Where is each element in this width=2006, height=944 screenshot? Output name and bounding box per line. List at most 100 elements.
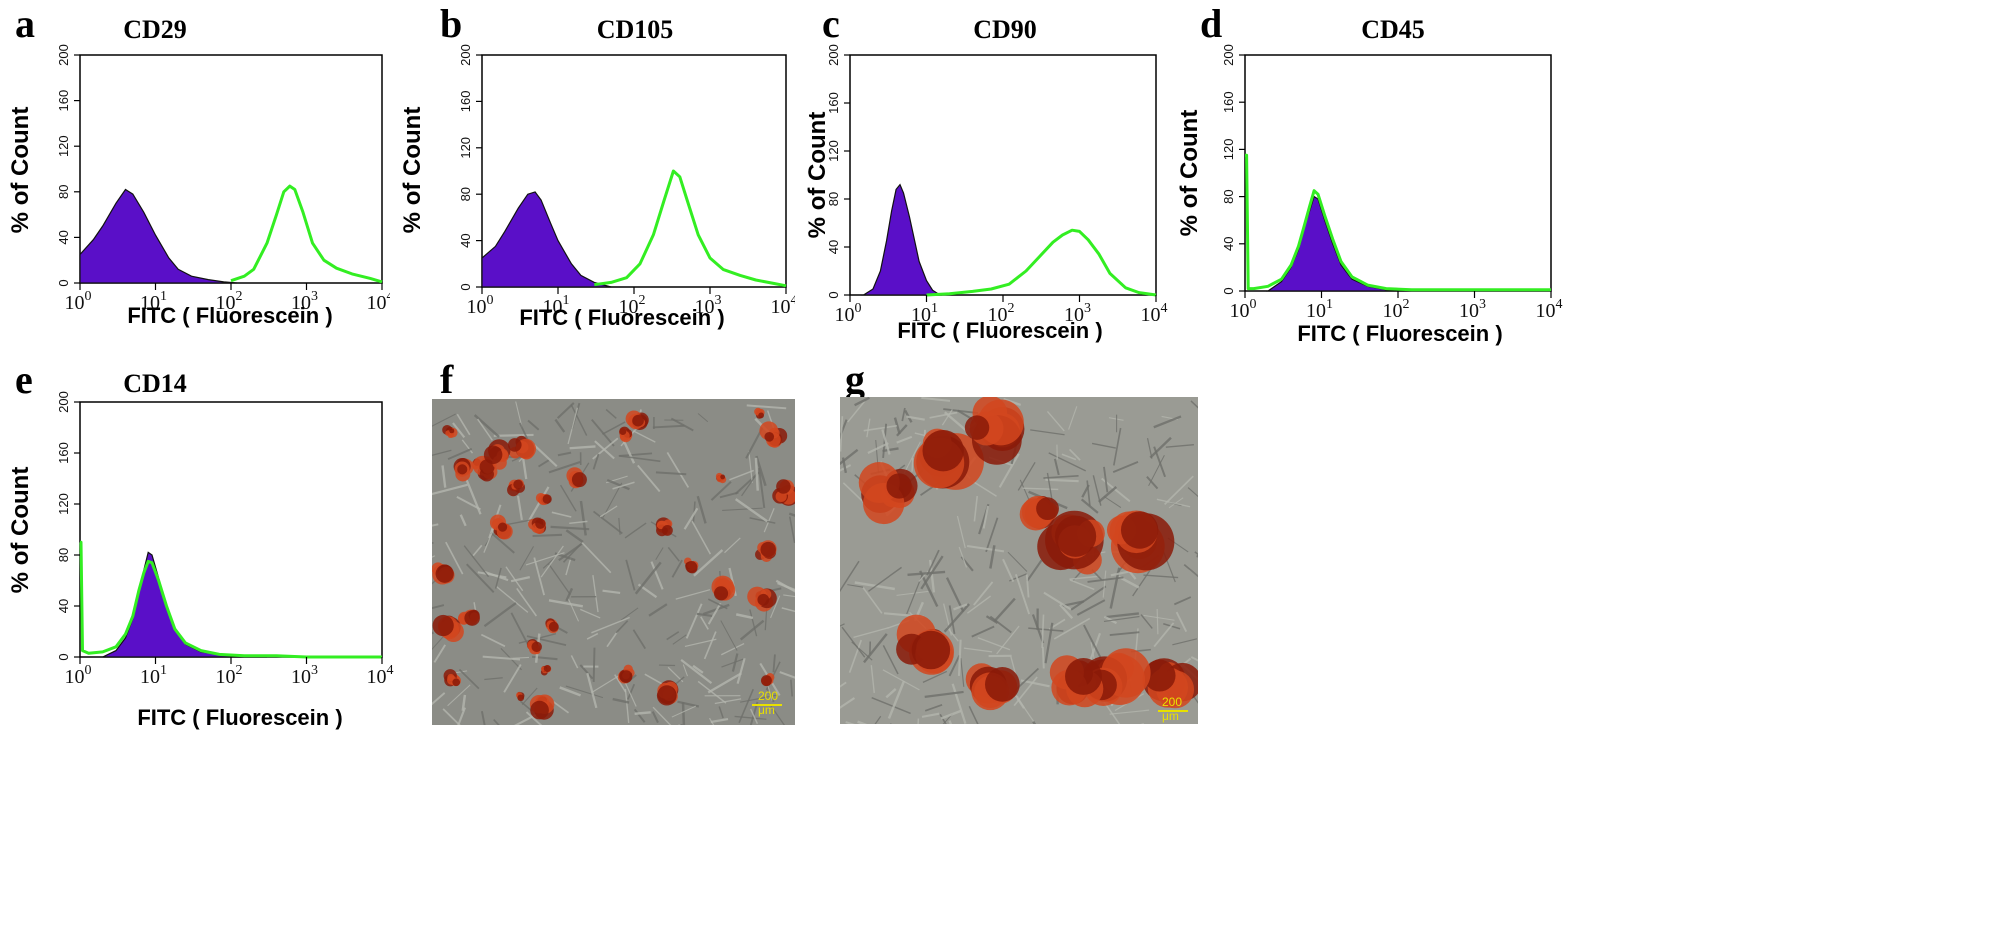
marker-histogram-line bbox=[79, 540, 382, 659]
cell-streak bbox=[1146, 476, 1159, 490]
cell-streak bbox=[1103, 615, 1140, 623]
cell-streak bbox=[1149, 436, 1172, 459]
cell-streak bbox=[519, 546, 534, 571]
cell-streak bbox=[580, 608, 601, 619]
cell-streak bbox=[1030, 429, 1065, 436]
cell-streak bbox=[841, 457, 847, 474]
cell-streak bbox=[557, 451, 572, 457]
stained-cluster bbox=[571, 472, 587, 488]
cell-streak bbox=[1112, 460, 1139, 474]
cell-streak bbox=[1143, 614, 1175, 621]
marker-histogram-line bbox=[1245, 153, 1551, 292]
cell-streak bbox=[519, 700, 533, 712]
cell-streak bbox=[868, 566, 902, 592]
cell-streak bbox=[618, 517, 621, 535]
cell-streak bbox=[998, 453, 1020, 488]
cell-streak bbox=[1069, 579, 1095, 591]
cell-streak bbox=[917, 718, 920, 724]
y-tick-label: 40 bbox=[56, 599, 71, 613]
cell-streak bbox=[586, 672, 598, 709]
cell-streak bbox=[581, 542, 612, 574]
y-tick-label: 120 bbox=[826, 140, 841, 162]
cell-streak bbox=[510, 612, 531, 649]
cell-streak bbox=[840, 697, 856, 709]
panel-letter-g: g bbox=[845, 357, 865, 402]
cell-streak bbox=[985, 615, 999, 625]
panel-letter-b: b bbox=[440, 1, 463, 46]
cell-streak bbox=[840, 560, 860, 593]
cell-streak bbox=[693, 549, 724, 577]
cell-streak bbox=[772, 654, 776, 673]
cell-streak bbox=[1103, 615, 1118, 625]
stained-cluster bbox=[447, 673, 455, 682]
stained-cluster bbox=[720, 474, 726, 480]
cell-streak bbox=[1105, 612, 1139, 619]
x-axis-label: FITC ( Fluorescein ) bbox=[519, 305, 724, 330]
cell-streak bbox=[532, 533, 563, 538]
cell-streak bbox=[1016, 697, 1026, 709]
cell-streak bbox=[570, 655, 579, 669]
cell-streak bbox=[906, 415, 925, 421]
stained-cluster bbox=[758, 412, 765, 419]
x-tick-label: 101 bbox=[140, 663, 167, 688]
cell-streak bbox=[666, 452, 690, 488]
cell-streak bbox=[1194, 551, 1198, 556]
cell-streak bbox=[618, 452, 653, 457]
cell-streak bbox=[862, 587, 883, 614]
marker-histogram-line bbox=[926, 228, 1157, 297]
cell-streak bbox=[948, 654, 961, 677]
cell-streak bbox=[973, 496, 979, 522]
cell-streak bbox=[452, 422, 466, 439]
cell-streak bbox=[516, 587, 538, 617]
cell-streak bbox=[567, 407, 579, 445]
y-tick-label: 200 bbox=[826, 44, 841, 66]
cell-streak bbox=[734, 471, 760, 495]
stained-cluster bbox=[757, 593, 770, 606]
x-tick-label: 102 bbox=[1383, 297, 1410, 322]
cell-streak bbox=[1103, 496, 1122, 508]
cell-streak bbox=[548, 599, 584, 608]
cell-streak bbox=[966, 595, 992, 614]
x-tick-label: 100 bbox=[835, 301, 862, 326]
stained-cluster bbox=[435, 564, 454, 583]
cell-streak bbox=[683, 507, 699, 530]
cell-streak bbox=[1041, 614, 1045, 649]
cell-streak bbox=[1109, 631, 1140, 636]
cell-streak bbox=[682, 664, 688, 677]
scale-bar-label-g: 200 μm bbox=[1162, 695, 1183, 723]
cell-streak bbox=[863, 633, 888, 664]
cell-streak bbox=[1092, 475, 1102, 506]
cell-streak bbox=[924, 690, 964, 698]
cell-streak bbox=[525, 552, 565, 566]
stained-cluster bbox=[513, 479, 523, 490]
cell-streak bbox=[579, 500, 587, 536]
cell-streak bbox=[627, 683, 636, 700]
cell-streak bbox=[1168, 497, 1184, 509]
cell-streak bbox=[432, 542, 434, 544]
cell-streak bbox=[840, 416, 844, 452]
cell-streak bbox=[696, 612, 713, 617]
cell-streak bbox=[867, 442, 889, 454]
cell-streak bbox=[1068, 406, 1078, 430]
stained-cluster bbox=[985, 666, 1020, 702]
cell-streak bbox=[847, 584, 864, 588]
cell-streak bbox=[1196, 554, 1198, 558]
cell-streak bbox=[735, 613, 754, 620]
cell-streak bbox=[1172, 638, 1198, 646]
cell-streak bbox=[615, 620, 629, 634]
cell-streak bbox=[442, 708, 461, 725]
cell-streak bbox=[432, 413, 456, 427]
x-tick-label: 100 bbox=[467, 293, 494, 318]
cell-streak bbox=[714, 698, 742, 705]
cell-streak bbox=[602, 482, 623, 518]
cell-streak bbox=[1153, 622, 1175, 648]
cell-streak bbox=[518, 633, 557, 644]
stained-cluster bbox=[535, 518, 546, 529]
panel-letter-a: a bbox=[15, 1, 35, 46]
cell-streak bbox=[989, 615, 1012, 634]
cell-streak bbox=[1098, 486, 1118, 503]
y-axis-label: % of Count bbox=[7, 107, 34, 234]
cell-streak bbox=[1143, 574, 1179, 579]
cell-streak bbox=[721, 642, 745, 656]
